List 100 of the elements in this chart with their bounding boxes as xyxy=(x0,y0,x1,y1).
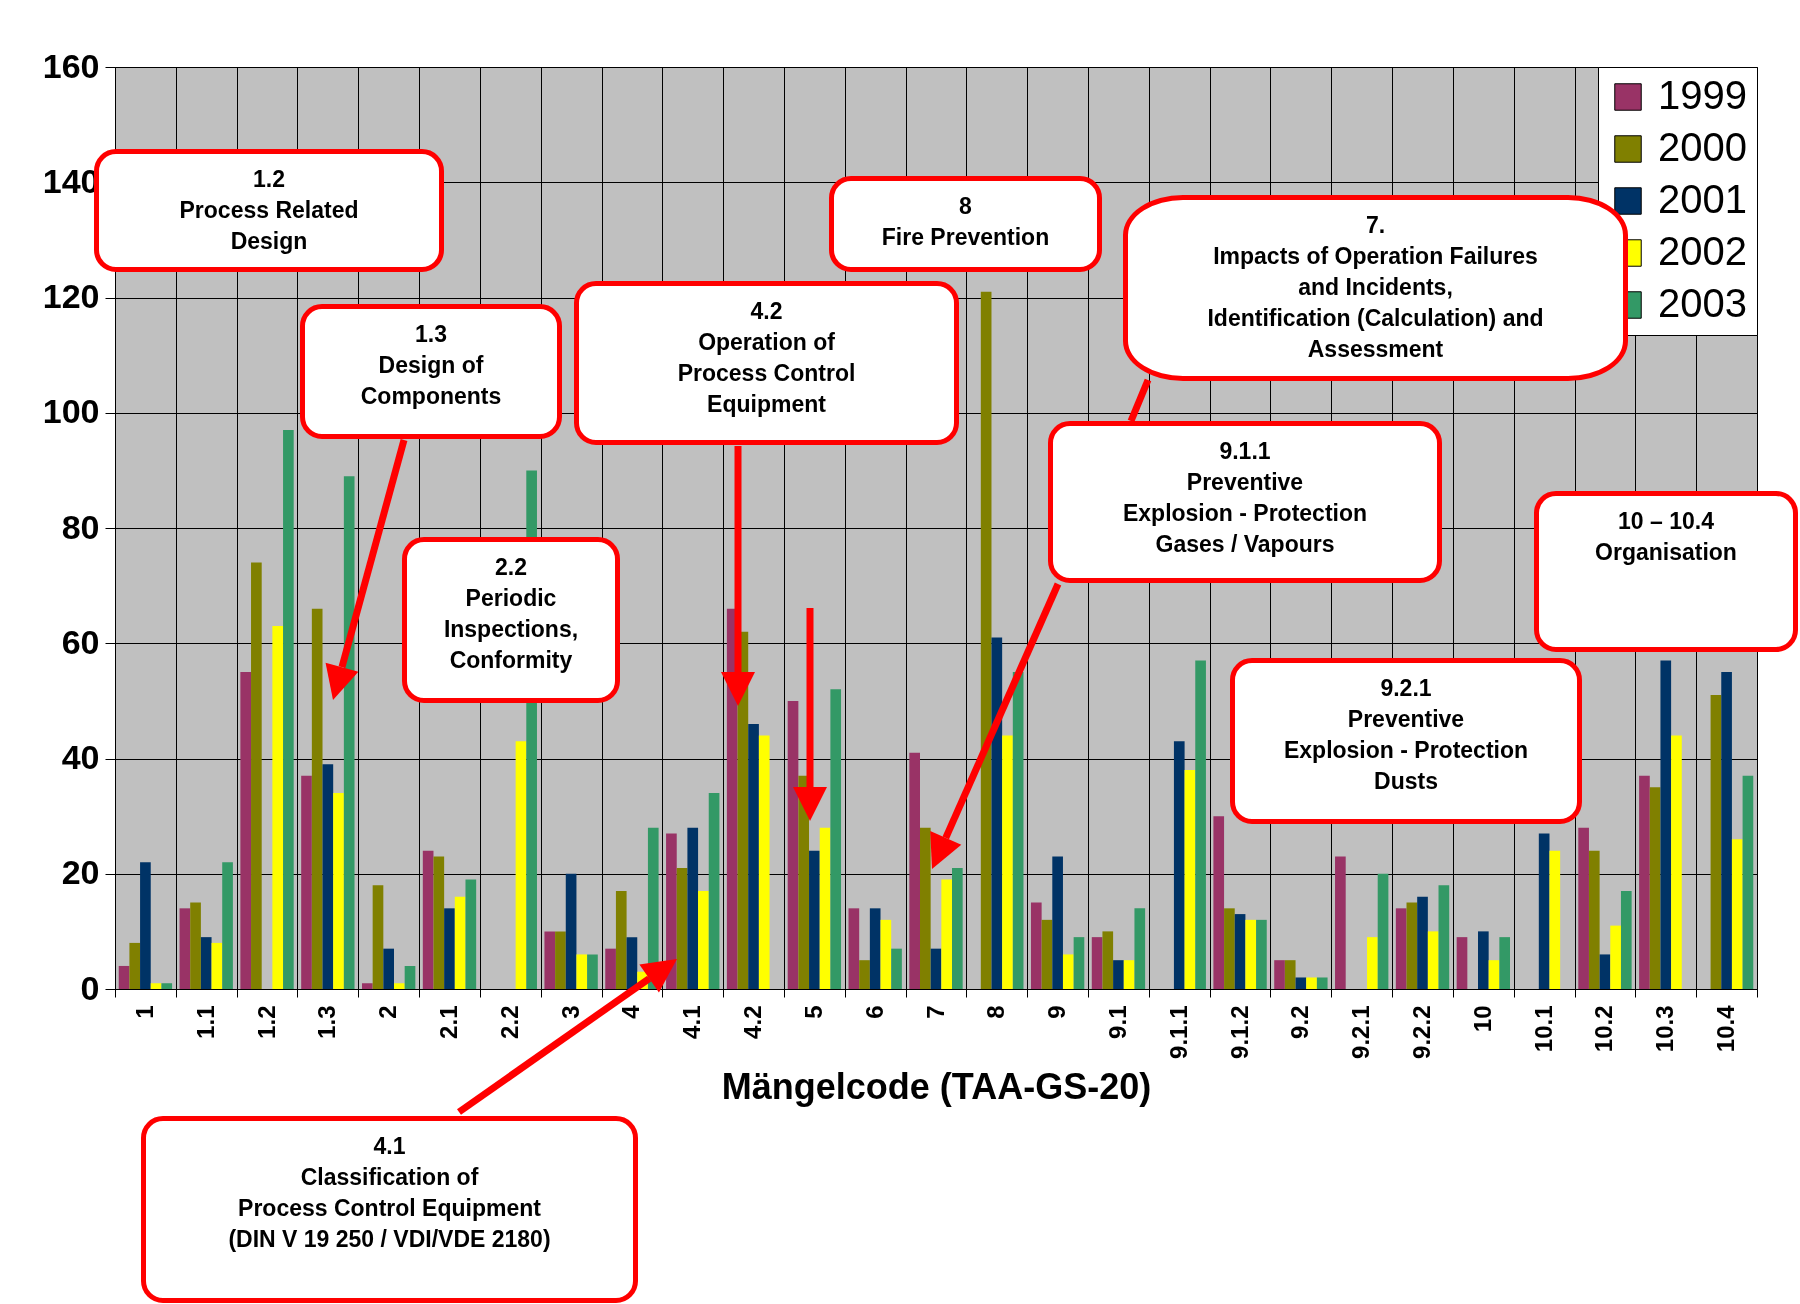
bar xyxy=(748,723,759,989)
bar xyxy=(1367,937,1378,989)
bar xyxy=(848,908,860,989)
x-tick-label: 4.2 xyxy=(739,1005,767,1039)
bar xyxy=(383,948,394,989)
bar xyxy=(576,954,588,989)
bar xyxy=(515,741,527,989)
bar xyxy=(930,948,942,989)
bar xyxy=(1599,954,1611,989)
legend-label: 2000 xyxy=(1658,125,1747,169)
bar xyxy=(809,850,820,989)
bar xyxy=(1488,960,1500,989)
bar xyxy=(1417,896,1428,989)
bar xyxy=(1478,931,1489,989)
bar xyxy=(1721,672,1732,989)
bar xyxy=(1245,919,1257,989)
bar xyxy=(1731,839,1743,989)
bar xyxy=(240,672,252,989)
bar xyxy=(1427,931,1439,989)
bar xyxy=(118,965,130,989)
bar xyxy=(909,752,920,989)
bar xyxy=(1406,902,1418,989)
bar xyxy=(1456,937,1468,989)
bar xyxy=(1256,919,1267,989)
x-tick-label: 9.1.2 xyxy=(1225,1005,1253,1059)
bar xyxy=(1588,850,1600,989)
bar xyxy=(880,919,892,989)
y-tick-label: 120 xyxy=(42,277,100,315)
bar xyxy=(819,827,831,989)
bar xyxy=(322,764,334,989)
bar xyxy=(1123,960,1135,989)
y-tick-label: 80 xyxy=(61,507,100,546)
x-axis-title: Mängelcode (TAA-GS-20) xyxy=(721,1065,1152,1107)
bar xyxy=(1538,833,1550,989)
x-tick-label: 3 xyxy=(556,1005,584,1019)
bar xyxy=(372,885,384,989)
bar xyxy=(272,625,284,989)
annotation: 7. Impacts of Operation Failures and Incidents, Identification (Calculation) and Assessment xyxy=(1206,211,1545,364)
bar xyxy=(1102,931,1114,989)
bar xyxy=(394,983,405,989)
bar xyxy=(1306,977,1317,989)
bar xyxy=(758,735,770,989)
bar xyxy=(1620,891,1632,989)
x-tick-label: 2.2 xyxy=(495,1005,523,1039)
bar xyxy=(1649,787,1661,989)
y-tick-label: 0 xyxy=(80,968,100,1007)
annotation: 8 Fire Prevention xyxy=(880,192,1051,252)
bar xyxy=(1395,908,1407,989)
bar xyxy=(150,983,162,989)
legend-label: 1999 xyxy=(1658,73,1747,117)
bar xyxy=(1284,960,1296,989)
bar xyxy=(1052,856,1063,989)
bar xyxy=(251,562,262,989)
bar xyxy=(666,833,677,989)
x-tick-label: 8 xyxy=(982,1005,1010,1019)
bar xyxy=(422,850,434,989)
bar xyxy=(211,942,223,989)
y-tick-label: 160 xyxy=(42,46,100,85)
x-tick-label: 6 xyxy=(860,1005,888,1019)
bar xyxy=(991,637,1003,989)
bar xyxy=(1012,672,1024,989)
bar xyxy=(465,879,477,989)
bar xyxy=(708,793,720,989)
annotation: 10 – 10.4 Organisation xyxy=(1594,507,1738,567)
bar xyxy=(1041,919,1053,989)
bar xyxy=(1710,695,1722,989)
annotation: 9.1.1 Preventive Explosion - Protection Gases / Vapours xyxy=(1121,437,1369,559)
bar xyxy=(980,291,992,989)
x-tick-label: 9.1.1 xyxy=(1164,1005,1192,1059)
x-tick-label: 4 xyxy=(617,1004,645,1019)
bar xyxy=(587,954,598,989)
y-tick-label: 60 xyxy=(61,622,100,661)
annotation: 1.3 Design of Components xyxy=(359,320,503,411)
bar xyxy=(676,867,688,989)
annotation: 4.2 Operation of Process Control Equipment xyxy=(676,297,857,419)
bar xyxy=(1499,937,1511,989)
bar xyxy=(1578,827,1589,989)
bar xyxy=(1316,977,1328,989)
bar xyxy=(1295,977,1307,989)
bar xyxy=(222,862,233,989)
bar xyxy=(615,891,627,989)
bar xyxy=(433,856,445,989)
bar xyxy=(1377,873,1389,989)
x-tick-label: 1.1 xyxy=(191,1005,219,1039)
bar xyxy=(200,937,212,989)
bar xyxy=(454,896,466,989)
annotation: 1.2 Process Related Design xyxy=(179,166,359,254)
x-tick-label: 10 xyxy=(1468,1005,1496,1033)
bar xyxy=(1073,937,1085,989)
bar xyxy=(361,983,373,989)
legend-label: 2002 xyxy=(1658,229,1747,273)
x-tick-label: 7 xyxy=(921,1005,949,1019)
x-tick-label: 10.4 xyxy=(1712,1004,1740,1053)
x-tick-label: 4.1 xyxy=(678,1005,706,1039)
bar xyxy=(1549,850,1561,989)
bar xyxy=(1274,960,1285,989)
bar xyxy=(830,689,842,989)
bar xyxy=(129,942,141,989)
x-tick-label: 1.2 xyxy=(252,1005,280,1039)
bar xyxy=(555,931,566,989)
